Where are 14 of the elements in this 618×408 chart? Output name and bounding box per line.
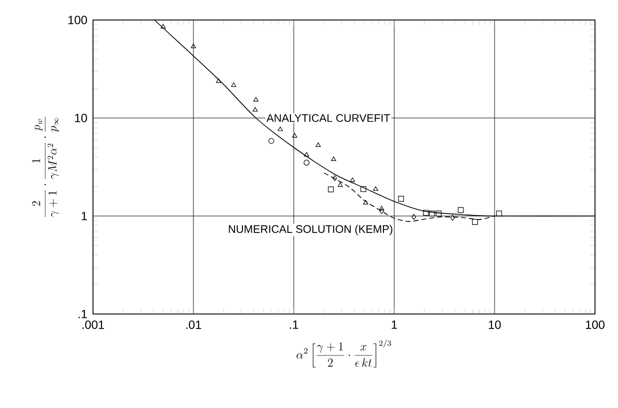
x-tick-label: 10 xyxy=(488,320,501,329)
x-tick-label: 1 xyxy=(392,320,397,329)
y-tick-label: 10 xyxy=(75,114,88,122)
x-tick-label: .01 xyxy=(186,320,202,329)
y-tick-label: .1 xyxy=(78,310,87,318)
x-tick-label: .1 xyxy=(290,320,298,329)
y-tick-label: 1 xyxy=(82,212,87,220)
y-axis-title: $\frac{2}{\gamma+1}\cdot\frac{1}{\gamma M^2\alpha^2}\cdot\frac{p_w}{p_\infty}$ xyxy=(32,116,59,218)
x-axis-title: $\alpha^2\left[\frac{\gamma+1}{2}\cdot\frac{x}{\epsilon\,k t}\right]^{2/3}$ xyxy=(296,340,392,368)
x-tick-label: 100 xyxy=(586,320,605,329)
series-label: NUMERICAL SOLUTION (KEMP) xyxy=(228,224,392,236)
y-tick-label: 100 xyxy=(68,16,88,24)
x-tick-label: .001 xyxy=(82,320,104,329)
series-label: ANALYTICAL CURVEFIT xyxy=(266,114,390,122)
